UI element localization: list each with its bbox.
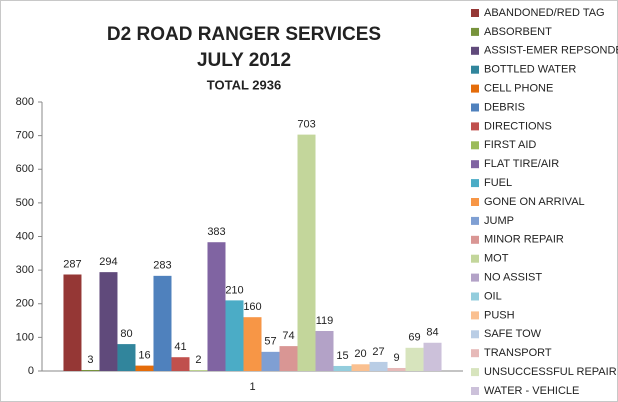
bar <box>189 370 208 371</box>
legend-label: DIRECTIONS <box>484 120 552 132</box>
legend-label: TRANSPORT <box>484 347 552 359</box>
legend-swatch <box>471 330 479 339</box>
legend-label: PUSH <box>484 309 515 321</box>
y-tick-label: 100 <box>16 331 34 343</box>
legend-label: SAFE TOW <box>484 328 542 340</box>
bar <box>423 342 442 371</box>
legend-label: GONE ON ARRIVAL <box>484 196 585 208</box>
bar <box>279 346 298 371</box>
legend-label: ABANDONED/RED TAG <box>484 7 605 19</box>
legend-label: CELL PHONE <box>484 83 553 95</box>
legend-label: DEBRIS <box>484 101 525 113</box>
bar <box>63 274 82 371</box>
bar <box>171 357 190 371</box>
value-label: 2 <box>195 354 201 366</box>
bar <box>369 361 388 371</box>
bar <box>99 272 118 371</box>
chart-title: D2 ROAD RANGER SERVICES <box>107 24 381 45</box>
y-tick-label: 500 <box>16 197 34 209</box>
value-label: 294 <box>99 256 117 268</box>
legend-swatch <box>471 160 479 169</box>
bar <box>243 317 262 371</box>
value-label: 74 <box>282 330 294 342</box>
legend-swatch <box>471 27 479 36</box>
value-label: 287 <box>63 258 81 270</box>
legend-swatch <box>471 103 479 112</box>
bar <box>225 300 244 371</box>
value-label: 3 <box>87 354 93 366</box>
legend-label: ASSIST-EMER REPSONDER <box>484 45 618 57</box>
value-label: 27 <box>372 346 384 358</box>
value-label: 57 <box>264 336 276 348</box>
value-label: 283 <box>153 260 171 272</box>
value-label: 210 <box>225 284 243 296</box>
legend-swatch <box>471 141 479 150</box>
legend-swatch <box>471 9 479 17</box>
bar <box>135 365 154 371</box>
legend-label: FLAT TIRE/AIR <box>484 158 559 170</box>
bar <box>315 330 334 371</box>
value-label: 119 <box>316 315 334 327</box>
bar <box>261 351 280 371</box>
legend-swatch <box>471 122 479 131</box>
value-label: 80 <box>120 328 132 340</box>
value-label: 703 <box>297 119 315 131</box>
legend-swatch <box>471 198 479 206</box>
value-label: 9 <box>393 352 399 364</box>
legend-label: UNSUCCESSFUL REPAIR <box>484 366 617 378</box>
y-tick-label: 200 <box>16 298 34 310</box>
bar <box>117 344 136 371</box>
y-tick-label: 800 <box>16 96 34 108</box>
legend-swatch <box>471 235 479 244</box>
bar <box>207 242 226 371</box>
legend-swatch <box>471 254 479 263</box>
value-label: 160 <box>243 301 261 313</box>
legend-label: MOT <box>484 253 509 265</box>
x-tick-label: 1 <box>249 381 255 393</box>
legend-label: BOTTLED WATER <box>484 64 576 76</box>
legend-swatch <box>471 368 479 377</box>
legend-swatch <box>471 216 479 225</box>
legend-swatch <box>471 273 479 282</box>
legend-swatch <box>471 292 479 301</box>
y-tick-label: 300 <box>16 264 34 276</box>
legend-label: FIRST AID <box>484 139 536 151</box>
y-tick-label: 400 <box>16 230 34 242</box>
value-label: 41 <box>174 341 186 353</box>
annotation: TOTAL 2936 <box>207 77 281 92</box>
bar <box>405 347 424 371</box>
bar <box>297 134 316 371</box>
legend-swatch <box>471 179 479 188</box>
bar <box>387 367 406 371</box>
bar <box>351 364 370 371</box>
legend-label: OIL <box>484 290 502 302</box>
legend-label: MINOR REPAIR <box>484 234 564 246</box>
legend-swatch <box>471 65 479 74</box>
legend-swatch <box>471 46 479 55</box>
value-label: 20 <box>354 348 366 360</box>
legend-swatch <box>471 387 479 395</box>
bar <box>153 275 172 371</box>
y-tick-label: 0 <box>28 365 34 377</box>
value-label: 16 <box>138 350 150 362</box>
value-label: 383 <box>207 226 225 238</box>
bar <box>81 369 100 371</box>
value-label: 69 <box>408 332 420 344</box>
legend-swatch <box>471 349 479 358</box>
legend-label: ABSORBENT <box>484 26 552 38</box>
legend-swatch <box>471 84 479 93</box>
legend-label: FUEL <box>484 177 512 189</box>
legend-label: JUMP <box>484 215 514 227</box>
value-label: 15 <box>336 350 348 362</box>
legend-label: WATER - VEHICLE <box>484 385 579 397</box>
legend-label: NO ASSIST <box>484 272 542 284</box>
bar <box>333 365 352 371</box>
y-tick-label: 600 <box>16 163 34 175</box>
y-tick-label: 700 <box>16 130 34 142</box>
legend-swatch <box>471 311 479 320</box>
chart-subtitle: JULY 2012 <box>197 50 291 71</box>
value-label: 84 <box>426 327 438 339</box>
